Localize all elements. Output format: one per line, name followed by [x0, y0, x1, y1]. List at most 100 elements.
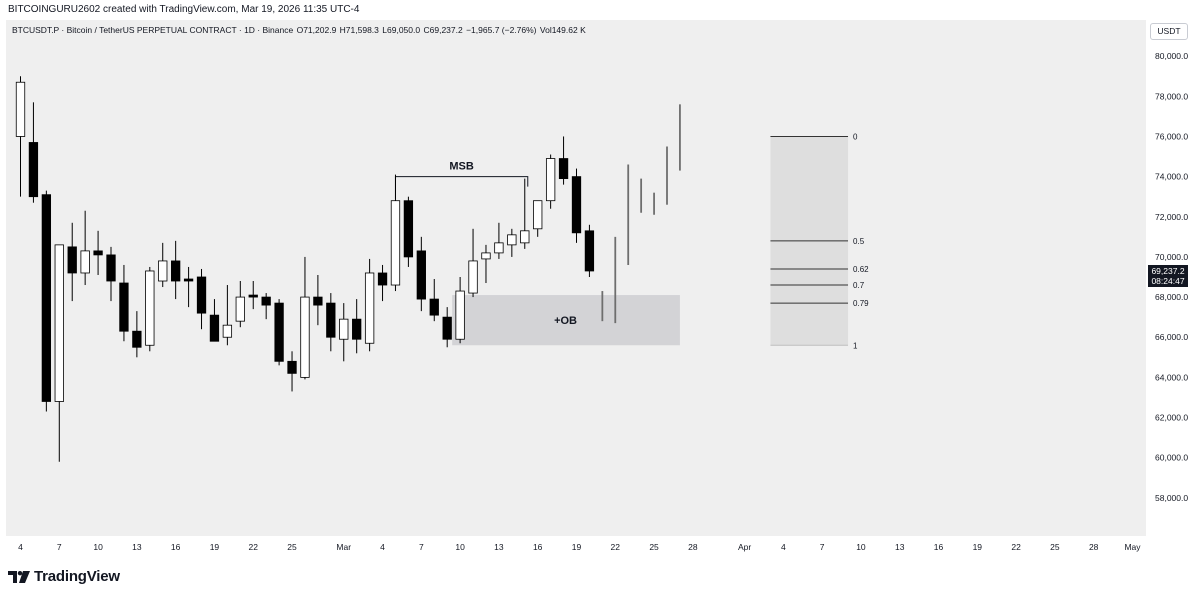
legend-open: O71,202.9 — [296, 25, 337, 35]
y-tick-label: 70,000.0 — [1155, 252, 1188, 262]
candle-down — [326, 302, 336, 338]
tradingview-logo-text: TradingView — [34, 568, 120, 585]
x-tick-label: 4 — [380, 542, 385, 552]
candle-up — [364, 272, 375, 344]
candle-up — [222, 324, 233, 338]
candle-down — [442, 316, 452, 340]
candle-down — [571, 176, 582, 234]
msb-line — [394, 176, 529, 199]
candle-down — [93, 250, 103, 256]
fib-level-label: 0 — [853, 132, 858, 141]
candle-down — [403, 200, 414, 258]
plot-area[interactable] — [6, 20, 1146, 536]
candle-down — [313, 296, 323, 306]
candle-up — [54, 244, 64, 402]
y-tick-label: 64,000.0 — [1155, 372, 1188, 382]
candle-down — [248, 294, 258, 298]
candle-up — [390, 200, 401, 286]
x-tick-label: 16 — [533, 542, 543, 552]
x-tick-label: 13 — [494, 542, 504, 552]
bar-countdown: 08:24:47 — [1151, 276, 1185, 286]
x-tick-label: 4 — [781, 542, 786, 552]
x-tick-label: 22 — [249, 542, 259, 552]
fib-level-label: 0.79 — [853, 299, 869, 308]
candle-down — [209, 314, 220, 342]
last-price-tag: 69,237.2 08:24:47 — [1148, 265, 1188, 287]
x-tick-label: 13 — [895, 542, 905, 552]
x-tick-label: 7 — [820, 542, 825, 552]
x-tick-label: 7 — [419, 542, 424, 552]
y-tick-label: 76,000.0 — [1155, 131, 1188, 141]
legend-volume: Vol149.62 K — [539, 25, 586, 35]
x-tick-label: 10 — [455, 542, 465, 552]
candle-up — [300, 296, 310, 378]
tradingview-logo-icon — [8, 570, 30, 583]
x-tick-label: Mar — [336, 542, 351, 552]
x-tick-label: 10 — [93, 542, 103, 552]
y-tick-label: 66,000.0 — [1155, 332, 1188, 342]
candle-up — [235, 296, 245, 322]
y-tick-label: 80,000.0 — [1155, 51, 1188, 61]
x-tick-label: 13 — [132, 542, 142, 552]
y-tick-label: 78,000.0 — [1155, 91, 1188, 101]
x-tick-label: 25 — [287, 542, 297, 552]
x-tick-label: 19 — [210, 542, 220, 552]
chart-credit: BITCOINGURU2602 created with TradingView… — [8, 4, 360, 15]
legend-symbol[interactable]: BTCUSDT.P · Bitcoin / TetherUS PERPETUAL… — [12, 25, 294, 35]
x-tick-label: 7 — [57, 542, 62, 552]
candle-up — [468, 260, 478, 294]
y-tick-label: 72,000.0 — [1155, 212, 1188, 222]
legend-high: H71,598.3 — [339, 25, 379, 35]
candle-up — [545, 158, 556, 202]
x-tick-label: 16 — [934, 542, 944, 552]
y-tick-label: 62,000.0 — [1155, 413, 1188, 423]
msb-label: MSB — [449, 161, 474, 173]
x-tick-label: 19 — [973, 542, 983, 552]
candle-down — [352, 318, 362, 340]
candle-up — [15, 81, 26, 137]
candle-down — [584, 230, 595, 272]
fib-level-label: 1 — [853, 341, 858, 350]
legend-low: L69,050.0 — [382, 25, 421, 35]
candle-down — [287, 360, 297, 374]
x-tick-label: 16 — [171, 542, 181, 552]
candle-up — [507, 234, 517, 246]
fib-level-label: 0.5 — [853, 237, 865, 246]
order-block-label: +OB — [554, 315, 577, 327]
candle-down — [274, 302, 284, 362]
x-tick-label: May — [1124, 542, 1141, 552]
candle-down — [28, 142, 39, 198]
x-tick-label: 25 — [649, 542, 659, 552]
candle-up — [455, 290, 465, 340]
x-tick-label: 19 — [572, 542, 582, 552]
candle-up — [533, 200, 543, 230]
currency-button[interactable]: USDT — [1150, 23, 1188, 40]
candle-down — [132, 330, 142, 348]
fib-level-label: 0.7 — [853, 281, 865, 290]
y-tick-label: 68,000.0 — [1155, 292, 1188, 302]
y-tick-label: 60,000.0 — [1155, 453, 1188, 463]
tradingview-logo[interactable]: TradingView — [8, 568, 120, 585]
candle-up — [158, 260, 168, 282]
x-tick-label: 10 — [856, 542, 866, 552]
candle-down — [558, 158, 569, 180]
x-tick-label: 28 — [1089, 542, 1099, 552]
fib-level-label: 0.62 — [853, 265, 869, 274]
candle-down — [196, 276, 207, 314]
legend-close: C69,237.2 — [423, 25, 463, 35]
x-tick-label: 25 — [1050, 542, 1060, 552]
candle-down — [119, 282, 129, 332]
x-tick-label: 4 — [18, 542, 23, 552]
candle-up — [80, 250, 90, 274]
candle-up — [520, 230, 530, 244]
x-tick-label: 22 — [611, 542, 621, 552]
candle-down — [416, 250, 426, 300]
candle-up — [145, 270, 155, 346]
x-tick-label: Apr — [738, 542, 751, 552]
candle-down — [183, 278, 194, 282]
last-price: 69,237.2 — [1151, 266, 1185, 276]
legend-change: −1,965.7 (−2.76%) — [466, 25, 537, 35]
candle-down — [377, 272, 388, 286]
candle-down — [171, 260, 181, 282]
